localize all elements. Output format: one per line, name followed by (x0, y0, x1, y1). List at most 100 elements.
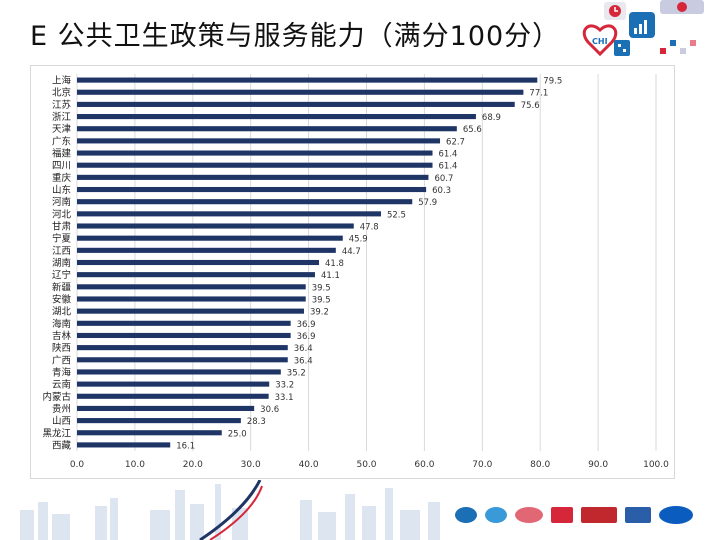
bar (77, 381, 270, 387)
category-label: 山东 (52, 184, 71, 196)
data-label: 68.9 (482, 113, 501, 123)
category-label: 西藏 (52, 439, 72, 451)
category-label: 云南 (52, 379, 71, 391)
data-label: 35.2 (287, 368, 306, 378)
data-label: 61.4 (439, 150, 458, 160)
chi-tag-icon (660, 0, 704, 14)
bar (77, 332, 291, 339)
category-label: 甘肃 (52, 221, 71, 233)
bar (77, 430, 222, 436)
data-label: 30.6 (260, 405, 279, 415)
data-label: 36.4 (294, 356, 313, 366)
category-label: 内蒙古 (42, 391, 71, 403)
data-label: 33.2 (275, 381, 294, 391)
sponsor-logo-3 (515, 507, 543, 523)
data-label: 60.3 (432, 186, 451, 196)
page-title: E 公共卫生政策与服务能力（满分100分） (30, 21, 561, 52)
bar (77, 308, 304, 314)
data-label: 47.8 (360, 223, 379, 233)
bar (77, 89, 524, 95)
x-tick-label: 0.0 (70, 460, 85, 470)
category-label: 北京 (52, 87, 71, 99)
bar (77, 114, 476, 120)
category-label: 上海 (52, 75, 72, 87)
x-tick-label: 10.0 (125, 460, 145, 470)
pfizer-logo (659, 506, 693, 524)
data-label: 77.1 (529, 89, 548, 99)
bar (77, 345, 288, 351)
bar (77, 101, 515, 107)
category-label: 广西 (52, 354, 71, 366)
bar (77, 405, 255, 411)
bar (77, 223, 354, 229)
bar (77, 393, 269, 399)
data-label: 60.7 (434, 174, 453, 184)
data-label: 28.3 (247, 417, 266, 427)
category-label: 安徽 (52, 293, 72, 305)
category-label: 吉林 (52, 330, 72, 342)
data-label: 25.0 (228, 429, 247, 439)
category-label: 宁夏 (52, 233, 72, 245)
category-label: 浙江 (52, 111, 72, 123)
data-label: 65.6 (463, 125, 482, 135)
data-label: 45.9 (349, 235, 368, 245)
x-tick-label: 30.0 (241, 460, 261, 470)
category-label: 河南 (52, 196, 71, 208)
data-label: 41.1 (321, 271, 340, 281)
category-label: 青海 (52, 366, 72, 378)
data-label: 36.9 (297, 320, 316, 330)
bar (77, 211, 381, 217)
data-label: 33.1 (275, 393, 294, 403)
category-label: 贵州 (52, 403, 71, 415)
category-label: 四川 (52, 161, 71, 172)
x-tick-label: 50.0 (356, 460, 376, 470)
bar-chart: 0.0 10.0 20.0 30.0 40.0 50.0 60.0 70.0 80.0 90.0 1… (42, 74, 669, 470)
x-tick-label: 90.0 (588, 460, 608, 470)
category-label: 湖北 (52, 307, 72, 318)
category-label: 江西 (52, 246, 71, 257)
bar (77, 150, 433, 156)
bar (77, 77, 538, 83)
pixel-dots-decoration (660, 40, 696, 54)
category-label: 黑龙江 (42, 427, 71, 439)
svg-text:CHI: CHI (592, 37, 608, 46)
sponsor-logo-2 (485, 507, 507, 523)
data-label: 61.4 (439, 162, 458, 172)
bar (77, 235, 343, 241)
x-tick-label: 40.0 (299, 460, 319, 470)
sponsor-logo-health-news (581, 507, 617, 523)
data-label: 16.1 (176, 441, 195, 451)
bar (77, 357, 288, 363)
data-label: 36.4 (294, 344, 313, 354)
x-tick-label: 20.0 (183, 460, 203, 470)
bar (77, 442, 171, 448)
bar (77, 186, 427, 193)
category-label: 湖南 (52, 257, 71, 269)
data-label: 75.6 (521, 101, 540, 111)
category-label: 海南 (52, 318, 71, 330)
bar (77, 199, 413, 205)
category-label: 新疆 (52, 281, 72, 293)
bar (77, 369, 281, 375)
bar (77, 247, 336, 253)
category-label: 河北 (52, 208, 72, 220)
sponsor-logo-4 (551, 507, 573, 523)
x-tick-label: 60.0 (414, 460, 434, 470)
bar (77, 272, 315, 278)
sponsor-logo-1 (455, 507, 477, 523)
chi-heart-logo: CHI (582, 24, 618, 57)
chart-tile-icon (629, 12, 655, 38)
header-logo-cluster: CHI (582, 0, 704, 57)
sponsor-logo-6 (625, 507, 651, 523)
category-label: 重庆 (52, 172, 72, 184)
category-label: 陕西 (52, 342, 71, 354)
bar (77, 174, 429, 180)
category-label: 福建 (52, 148, 72, 160)
data-label: 39.5 (312, 283, 331, 293)
category-label: 广东 (52, 135, 71, 147)
category-label: 江苏 (52, 99, 72, 111)
data-label: 36.9 (297, 332, 316, 342)
category-label: 山西 (52, 416, 71, 427)
bar (77, 126, 457, 132)
data-label: 44.7 (342, 247, 361, 257)
